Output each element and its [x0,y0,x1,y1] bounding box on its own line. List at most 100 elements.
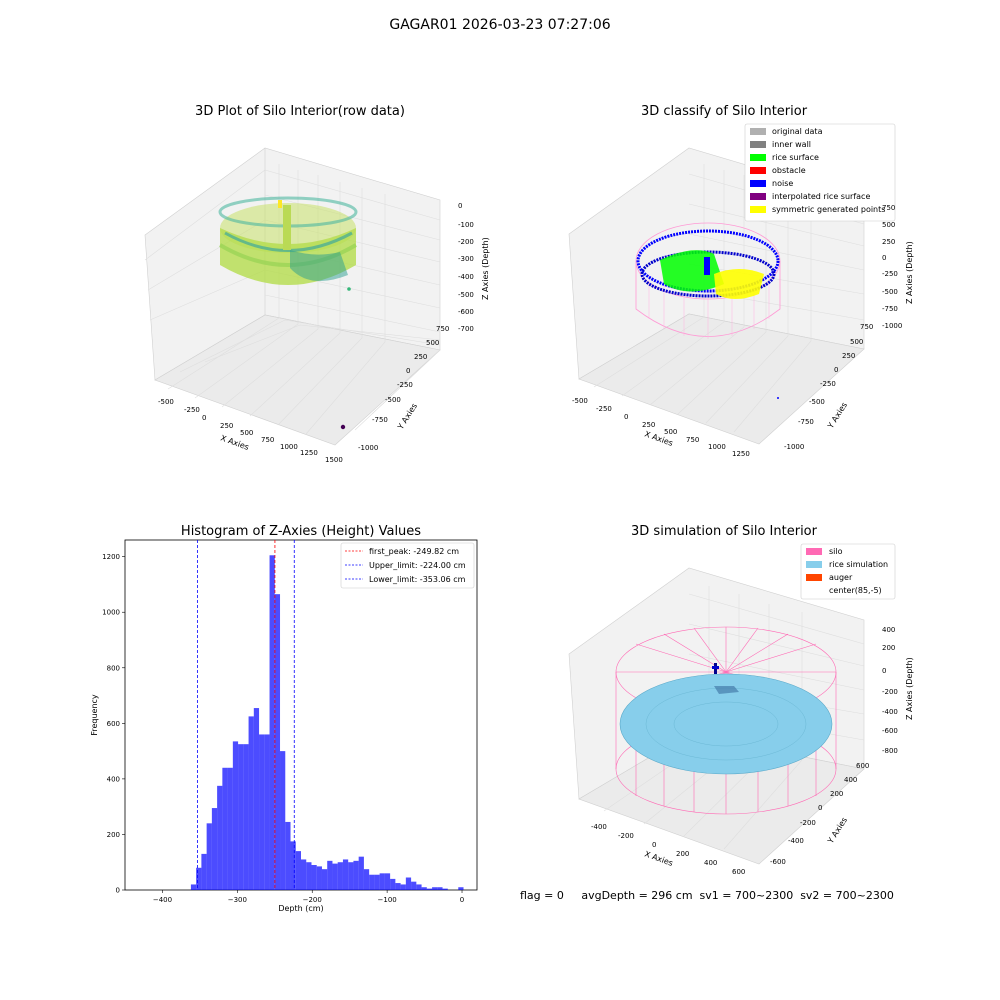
histogram-bar [395,883,401,890]
histogram-bar [211,808,218,890]
classify-panel-title: 3D classify of Silo Interior [640,104,808,119]
classify-3d-plot: original data inner wall rice surface ob… [568,123,914,458]
y-tick-label: 200 [107,831,120,839]
svg-text:500: 500 [850,338,863,346]
raw-y-ticks: -1000 -750 -500 -250 0 250 500 750 [358,325,449,452]
svg-text:-400: -400 [788,837,804,845]
svg-text:600: 600 [732,868,745,876]
classify-z-ticks: 750 500 250 0 -250 -500 -750 -1000 [882,204,902,330]
y-tick-label: 0 [116,887,120,895]
svg-text:200: 200 [882,644,895,652]
histogram-bar [290,841,296,890]
histogram-bar [295,851,301,890]
svg-text:symmetric generated points: symmetric generated points [772,205,885,214]
legend-item-original-data: original data [750,127,823,136]
svg-text:rice surface: rice surface [772,153,819,162]
raw-z-label: Z Axies (Depth) [481,237,490,300]
histogram-bar [353,860,359,890]
simulation-legend: silo rice simulation auger center(85,-5) [800,543,896,600]
svg-text:-400: -400 [882,708,898,716]
svg-text:400: 400 [704,859,717,867]
histogram-bar [316,866,322,890]
svg-text:-600: -600 [458,308,474,316]
classify-3d-point-cloud [635,222,781,399]
histogram-bar [301,859,307,890]
svg-text:-1000: -1000 [882,322,902,330]
simulation-x-ticks: -400 -200 0 200 400 600 [591,823,745,876]
y-tick-label: 800 [107,664,120,672]
svg-text:250: 250 [414,353,427,361]
legend-item-interpolated-rice-surface: interpolated rice surface [750,192,870,201]
svg-text:first_peak: -249.82 cm: first_peak: -249.82 cm [369,547,459,556]
legend-item-noise: noise [750,179,793,188]
histogram-bar [285,821,291,890]
histogram-bar [369,874,375,890]
svg-text:500: 500 [882,221,895,229]
svg-text:Lower_limit: -353.06 cm: Lower_limit: -353.06 cm [369,575,466,584]
histogram-bar [274,594,281,890]
svg-text:0: 0 [202,414,206,422]
legend-item-symmetric-generated-points: symmetric generated points [750,205,885,214]
histogram-bar [243,744,249,890]
svg-text:1000: 1000 [280,443,298,451]
histogram-bar [306,862,312,890]
histogram-bar [442,888,448,890]
simulation-y-label: Y Axies [826,816,850,846]
svg-text:750: 750 [436,325,449,333]
svg-text:-100: -100 [458,221,474,229]
svg-text:-750: -750 [798,418,814,426]
svg-text:250: 250 [882,238,895,246]
svg-text:-250: -250 [596,405,612,413]
svg-text:0: 0 [818,804,822,812]
svg-text:400: 400 [844,776,857,784]
svg-text:-250: -250 [184,406,200,414]
histogram-bar [253,708,260,890]
histogram-bar [342,859,349,890]
svg-text:0: 0 [834,366,838,374]
svg-text:1500: 1500 [325,456,343,464]
svg-text:inner wall: inner wall [772,140,811,149]
svg-text:-500: -500 [882,288,898,296]
legend-item-center: center(85,-5) [806,586,882,595]
svg-text:-500: -500 [809,398,825,406]
raw-3d-grid [144,164,441,435]
svg-text:500: 500 [426,339,439,347]
y-tick-label: 1200 [102,553,120,561]
histogram-bar [390,878,396,890]
simulation-y-ticks: -600 -400 -200 0 200 400 600 [770,762,869,866]
histogram-bar [227,767,233,890]
svg-text:600: 600 [856,762,869,770]
svg-text:750: 750 [686,436,699,444]
raw-x-ticks: -500 -250 0 250 500 750 1000 1250 1500 [158,398,343,464]
svg-text:-250: -250 [397,381,413,389]
legend-item-upper-limit: Upper_limit: -224.00 cm [345,561,466,570]
svg-text:750: 750 [882,204,895,212]
y-tick-label: 600 [107,720,120,728]
svg-text:-200: -200 [618,832,634,840]
histogram-bar [280,751,286,890]
figure-title: GAGAR01 2026-03-23 07:27:06 [389,17,611,33]
svg-text:-400: -400 [458,273,474,281]
svg-text:0: 0 [652,841,656,849]
histogram-bar [264,734,270,890]
histogram-bar [432,887,438,890]
svg-text:-250: -250 [820,380,836,388]
raw-z-ticks: 0 -100 -200 -300 -400 -500 -600 -700 [458,202,474,333]
histogram-bar [190,884,197,890]
svg-text:-750: -750 [372,416,388,424]
legend-item-obstacle: obstacle [750,166,806,175]
svg-text:-400: -400 [591,823,607,831]
x-tick-label: −100 [378,896,397,904]
histogram-bar [337,862,343,890]
svg-text:obstacle: obstacle [772,166,806,175]
x-tick-label: −400 [153,896,172,904]
histogram-bar [201,853,207,890]
svg-text:0: 0 [624,413,628,421]
svg-text:center(85,-5): center(85,-5) [829,586,882,595]
svg-text:noise: noise [772,179,793,188]
y-tick-label: 400 [107,775,120,783]
svg-text:250: 250 [842,352,855,360]
svg-text:500: 500 [240,429,253,437]
simulation-x-label: X Axies [643,849,674,868]
legend-item-auger: auger [806,573,853,582]
